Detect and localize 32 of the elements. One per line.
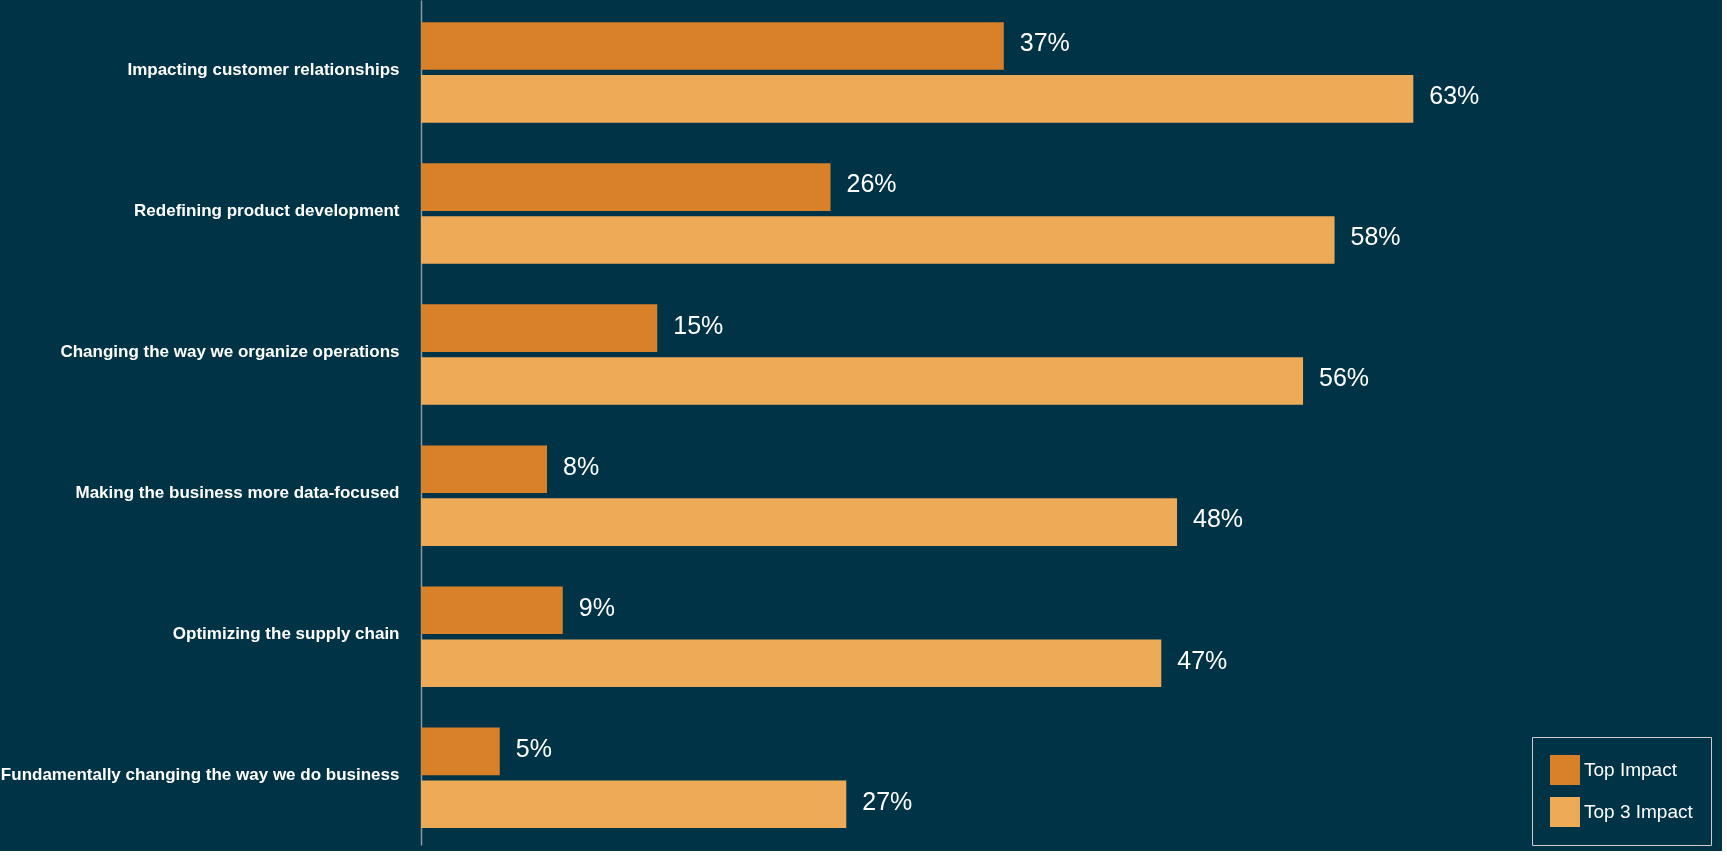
- data-label: 15%: [673, 310, 724, 339]
- data-label: 5%: [515, 733, 552, 762]
- data-label: 8%: [563, 451, 600, 480]
- data-label: 48%: [1193, 504, 1244, 533]
- y-tick-label: Fundamentally changing the way we do business: [0, 765, 400, 785]
- bar: [421, 445, 548, 494]
- legend-label: Top 3 Impact: [1584, 801, 1694, 822]
- data-label: 47%: [1177, 645, 1228, 674]
- data-label: 56%: [1319, 363, 1370, 392]
- y-tick-label: Making the business more data-focused: [75, 483, 400, 503]
- data-label: 27%: [862, 786, 913, 815]
- y-tick-label: Redefining product development: [134, 200, 400, 220]
- y-tick-label: Impacting customer relationships: [127, 59, 400, 79]
- data-label: 26%: [846, 169, 897, 198]
- bar: [421, 163, 831, 211]
- bar: [421, 304, 658, 352]
- bar: [421, 586, 563, 635]
- data-label: 63%: [1429, 81, 1480, 110]
- y-tick-label: Optimizing the supply chain: [172, 624, 400, 644]
- bar: [421, 498, 1178, 546]
- legend-label: Top Impact: [1584, 759, 1678, 780]
- bar: [421, 780, 847, 829]
- bar: [421, 727, 500, 776]
- bar: [421, 22, 1004, 70]
- data-label: 58%: [1350, 222, 1401, 251]
- bar: [421, 639, 1162, 687]
- bar: [421, 75, 1414, 123]
- bar: [421, 216, 1335, 264]
- bar: [421, 357, 1304, 405]
- y-tick-label: Changing the way we organize operations: [60, 341, 400, 361]
- data-label: 37%: [1019, 28, 1070, 57]
- data-label: 9%: [578, 592, 615, 621]
